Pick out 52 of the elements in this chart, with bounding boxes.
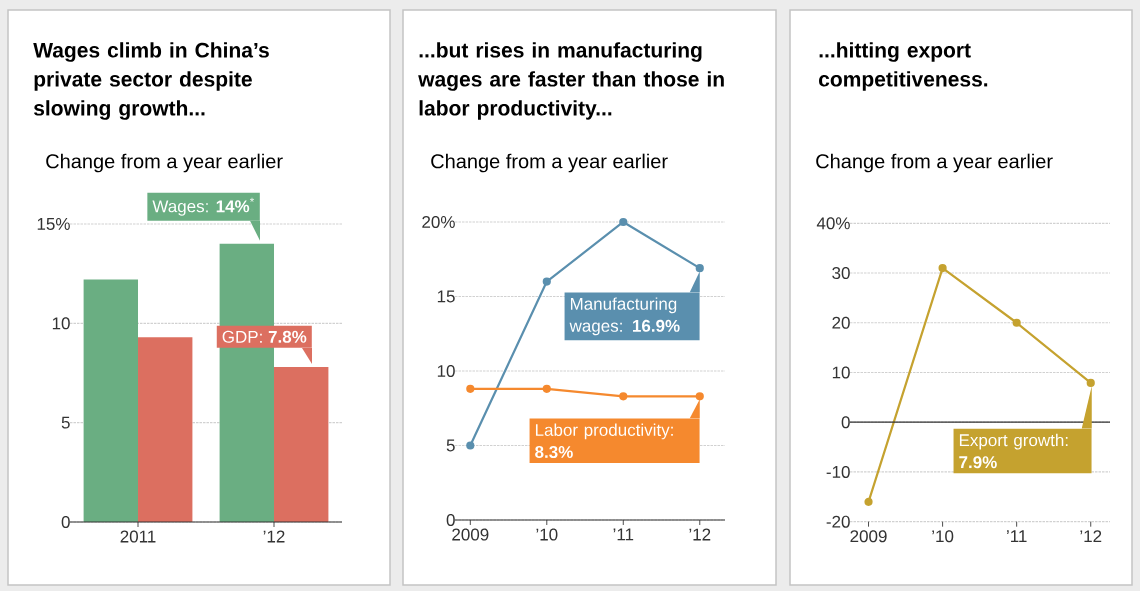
y-tick-label: 15% [37,218,70,230]
point [542,384,551,393]
y-tick-label: 10 [52,317,70,330]
chart-title: Wages climb in China’s private sector despite slowing growth... [33,42,269,120]
point [938,263,947,273]
annotation: GDP: 7.8% [222,330,307,343]
y-tick-label: 20% [422,215,455,229]
annotation: Wages: 14%$^{*}$ [152,197,255,216]
x-tick-label: ’12 [263,530,285,543]
bar [83,279,139,522]
point [864,497,873,506]
chart-subtitle: Change from a year earlier [816,153,1053,173]
chart-subtitle: Change from a year earlier [431,153,668,173]
y-tick-label: 0 [841,416,850,429]
y-tick-label: 5 [61,416,70,429]
x-tick-label: 2011 [120,530,156,543]
y-tick-label: 0 [61,515,70,529]
bar [138,337,193,522]
point [619,392,628,401]
y-tick-label: -10 [826,465,850,478]
point [1012,318,1021,327]
x-tick-label: ’12 [689,528,711,541]
annotation: Labor productivity: 8.3% [535,423,673,459]
point [466,384,475,393]
y-tick-label: 20 [832,316,850,329]
x-tick-label: ’11 [613,528,634,541]
x-tick-label: ’10 [932,530,954,543]
x-tick-label: 2009 [850,530,887,543]
chart-title: ...hitting export competitiveness. [819,42,988,91]
y-tick-label: 40% [816,217,850,230]
y-tick-label: 30 [832,267,850,280]
point [619,217,628,227]
y-tick-label: -20 [826,515,850,528]
y-tick-label: 15 [437,290,455,303]
annotation: Export growth: 7.9% [959,433,1068,469]
annotation: Manufacturing wages: 16.9% [569,297,680,336]
chart-title: ...but rises in manufacturing wages are faster than those in labor productivity... [418,42,724,120]
bar [274,367,329,522]
y-tick-label: 10 [832,366,850,379]
y-tick-label: 10 [437,364,455,378]
chart-subtitle: Change from a year earlier [46,153,283,173]
x-tick-label: ’10 [536,528,558,541]
y-tick-label: 5 [446,439,455,452]
x-tick-label: ’11 [1007,530,1027,542]
point [695,264,704,273]
y-tick-label: 0 [446,513,455,527]
point [542,277,551,286]
point [695,392,704,401]
x-tick-label: ’12 [1080,530,1102,543]
point [466,441,475,450]
point [1086,378,1095,388]
x-tick-label: 2009 [452,528,489,541]
